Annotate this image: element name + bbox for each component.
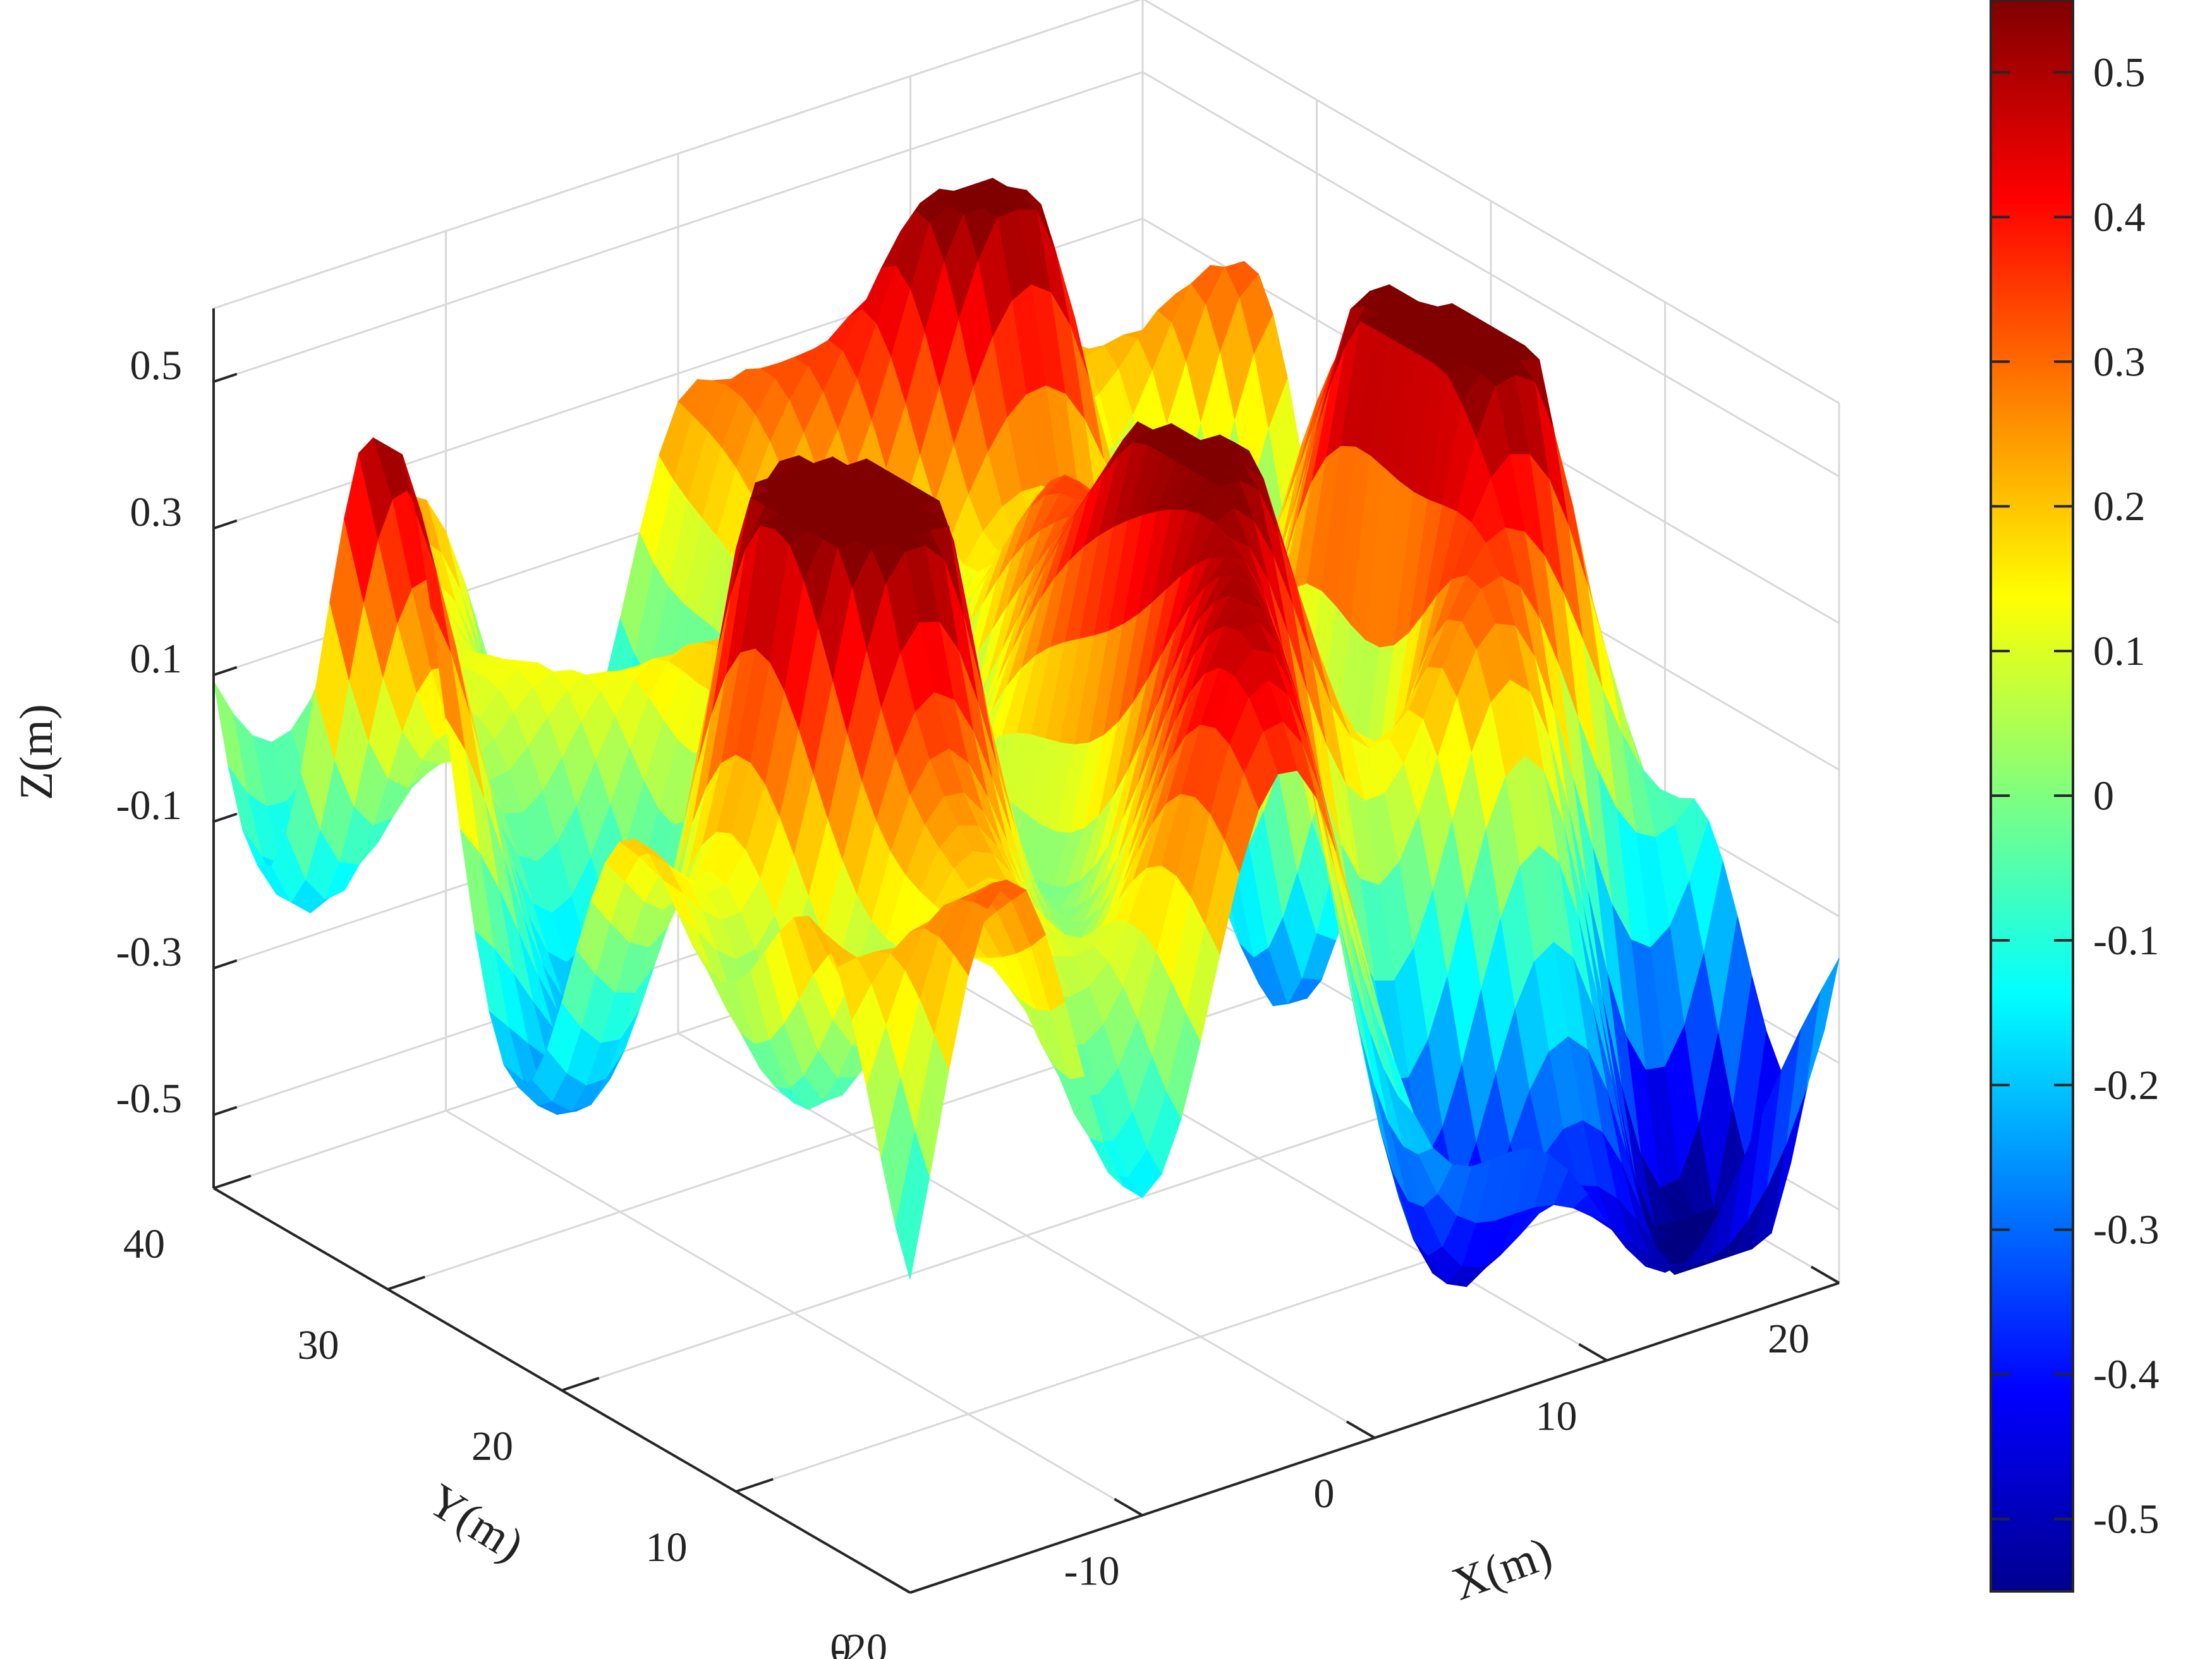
grid-line [213, 71, 1840, 478]
colorbar: -0.5 -0.4 -0.3 -0.2 -0.1 0 0.1 0.2 0.3 0.4 0.5 [1990, 0, 2159, 1593]
x-tick-mark [1810, 1265, 1840, 1284]
z-tick-label: 0.3 [130, 489, 183, 535]
grid-line [561, 1079, 1492, 1392]
z-tick-mark [213, 519, 238, 530]
y-tick-label: 40 [123, 1221, 165, 1267]
y-tick-label: 20 [471, 1423, 513, 1469]
y-tick-mark [735, 1478, 774, 1493]
x-tick-label: 20 [1768, 1316, 1809, 1362]
colorbar-ticks: -0.5 -0.4 -0.3 -0.2 -0.1 0 0.1 0.2 0.3 0.4 0.5 [1991, 49, 2159, 1543]
y-tick-mark [909, 1579, 948, 1594]
y-tick-mark [561, 1376, 600, 1392]
grid-line [213, 0, 1840, 404]
colorbar-tick-label: 0.5 [2093, 49, 2146, 95]
y-axis-label: Y(m) [419, 1474, 532, 1571]
x-tick-mark [1346, 1420, 1376, 1439]
colorbar-tick-label: 0.4 [2093, 194, 2146, 240]
colorbar-tick-label: -0.4 [2093, 1352, 2159, 1398]
x-tick-label: -20 [832, 1626, 887, 1659]
x-tick-mark [881, 1575, 911, 1594]
z-tick-label: -0.5 [116, 1076, 182, 1122]
surface-cell [895, 1131, 930, 1280]
z-tick-mark [213, 959, 238, 969]
y-tick-label: 0 [830, 1626, 851, 1659]
x-axis-label: X(m) [1445, 1528, 1559, 1611]
y-tick-label: 10 [646, 1524, 688, 1571]
z-tick-label: -0.3 [116, 929, 182, 975]
z-tick-label: 0.5 [130, 343, 183, 389]
z-tick-label: 0.1 [130, 636, 183, 682]
x-tick-mark [1578, 1343, 1608, 1362]
colorbar-tick-label: -0.5 [2093, 1497, 2159, 1543]
z-tick-mark [213, 372, 238, 383]
y-tick-mark [213, 1174, 252, 1189]
surface [213, 177, 1840, 1287]
colorbar-tick-label: 0.3 [2093, 339, 2146, 385]
x-tick-label: -10 [1064, 1548, 1120, 1595]
colorbar-tick-label: 0 [2093, 773, 2114, 819]
y-tick-mark [387, 1275, 425, 1291]
z-tick-label: -0.1 [116, 782, 182, 829]
colorbar-tick-label: 0.2 [2093, 483, 2146, 530]
colorbar-tick-label: -0.1 [2093, 918, 2159, 964]
x-tick-label: 10 [1536, 1394, 1577, 1440]
axis-ticks: -20 -10 0 10 20 0 10 20 30 40 -0.5 -0.3 -0.1 0.1 0.3 0.… [116, 343, 1840, 1659]
z-tick-mark [213, 665, 238, 676]
colorbar-tick-label: -0.2 [2093, 1062, 2159, 1109]
x-tick-mark [1114, 1498, 1143, 1517]
x-tick-label: 0 [1314, 1471, 1335, 1517]
z-tick-mark [213, 1105, 238, 1116]
colorbar-tick-label: 0.1 [2093, 628, 2146, 674]
z-tick-mark [213, 812, 238, 823]
z-axis-label: Z(m) [11, 704, 63, 800]
grid-line [213, 217, 1840, 624]
y-tick-label: 30 [298, 1322, 339, 1368]
colorbar-tick-label: -0.3 [2093, 1207, 2159, 1253]
